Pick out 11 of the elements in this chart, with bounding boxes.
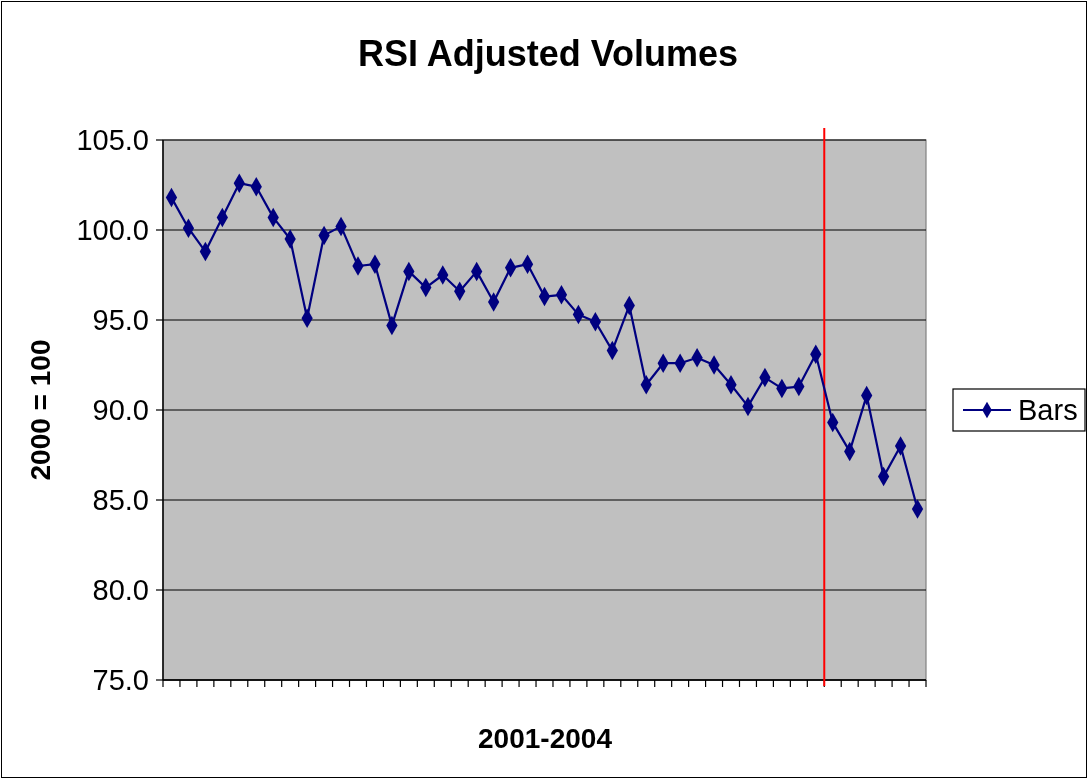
legend-label: Bars <box>1018 394 1078 426</box>
y-tick-label: 95.0 <box>92 304 149 336</box>
x-axis-title: 2001-2004 <box>478 723 613 754</box>
y-tick-label: 85.0 <box>92 484 149 516</box>
y-tick-label: 80.0 <box>92 574 149 606</box>
y-tick-label: 105.0 <box>76 124 149 156</box>
y-axis-title: 2000 = 100 <box>25 339 56 481</box>
y-tick-label: 100.0 <box>76 214 149 246</box>
y-tick-label: 75.0 <box>92 664 149 696</box>
chart-title: RSI Adjusted Volumes <box>357 33 739 74</box>
y-tick-label: 90.0 <box>92 394 149 426</box>
